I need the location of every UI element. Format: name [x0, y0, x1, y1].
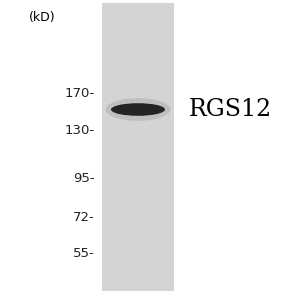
Text: 55-: 55- [73, 247, 94, 260]
Text: 72-: 72- [73, 211, 94, 224]
Ellipse shape [106, 98, 170, 121]
Bar [102, 3, 174, 291]
Text: 170-: 170- [64, 86, 94, 100]
Text: 95-: 95- [73, 172, 94, 185]
Text: 130-: 130- [64, 124, 94, 137]
Ellipse shape [111, 103, 165, 116]
Text: RGS12: RGS12 [189, 98, 272, 121]
Text: (kD): (kD) [29, 11, 55, 23]
